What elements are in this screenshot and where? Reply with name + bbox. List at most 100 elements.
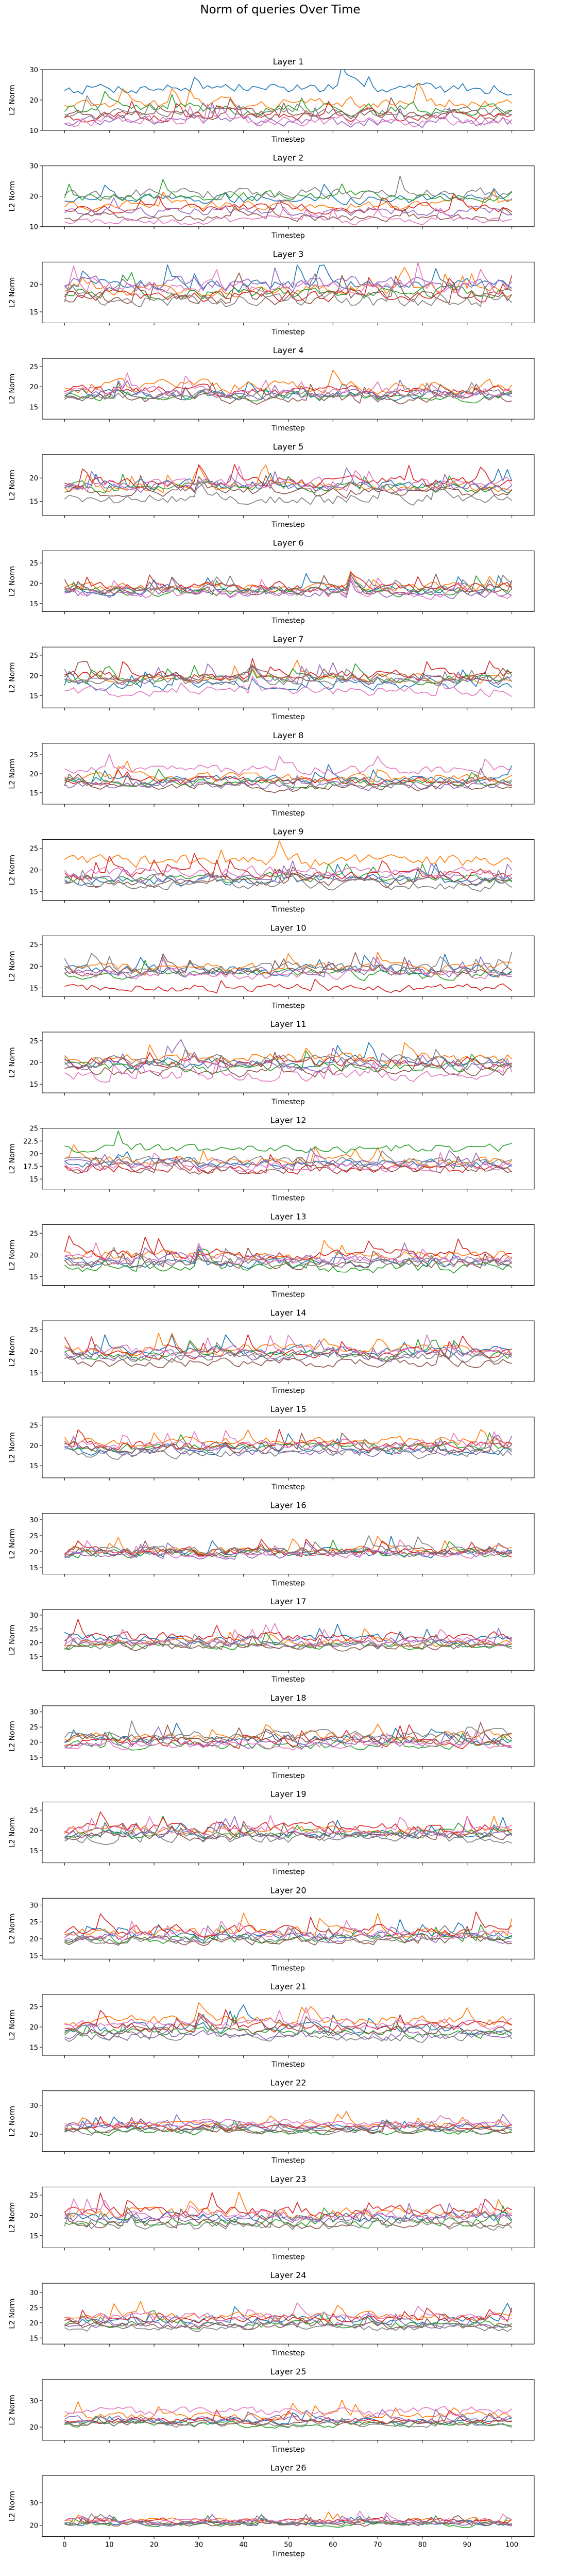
- y-tick-label: 30: [29, 1902, 38, 1909]
- series-line-2: [64, 464, 512, 493]
- y-axis-label: L2 Norm: [8, 2298, 16, 2329]
- series-line-8: [64, 2014, 513, 2043]
- y-tick-label: 20: [29, 1252, 38, 1259]
- series-line-5: [64, 379, 512, 401]
- y-tick-label: 20: [29, 2522, 38, 2530]
- series-line-7: [64, 2302, 512, 2322]
- subplot-title: Layer 25: [270, 2367, 306, 2376]
- series-line-8: [64, 1438, 513, 1460]
- series-line-4: [64, 275, 513, 303]
- series-line-6: [64, 1432, 513, 1454]
- series-line-6: [64, 1722, 513, 1744]
- y-tick-label: 25: [29, 1807, 38, 1815]
- series-line-5: [64, 1627, 512, 1649]
- series-line-2: [64, 2191, 513, 2220]
- y-axis-label: L2 Norm: [8, 373, 16, 404]
- x-tick-label: 70: [373, 2541, 382, 2549]
- y-tick-label: 15: [29, 2233, 38, 2240]
- y-tick-label: 15: [29, 1953, 38, 1960]
- series-line-3: [64, 2205, 513, 2229]
- y-axis-label: L2 Norm: [8, 2106, 16, 2136]
- series-line-6: [64, 97, 513, 120]
- axes-frame: [42, 1513, 535, 1574]
- subplot-title: Layer 8: [273, 730, 304, 740]
- y-axis-label: L2 Norm: [8, 855, 16, 885]
- y-axis-label: L2 Norm: [8, 1817, 16, 1848]
- series-line-6: [64, 205, 513, 222]
- series-line-7: [64, 372, 512, 398]
- series-line-8: [64, 1247, 513, 1268]
- series-line-7: [64, 104, 513, 128]
- x-axis-label: Timestep: [271, 328, 305, 336]
- y-tick-label: 25: [29, 1724, 38, 1732]
- y-tick-label: 15: [29, 309, 38, 317]
- series-line-8: [64, 1720, 512, 1741]
- y-tick-label: 20: [29, 475, 38, 483]
- y-tick-label: 20: [29, 281, 38, 289]
- y-tick-label: 20: [29, 963, 38, 971]
- x-tick-label: 50: [284, 2541, 293, 2549]
- y-axis-label: L2 Norm: [8, 1625, 16, 1655]
- y-tick-label: 25: [29, 2004, 38, 2012]
- series-line-7: [64, 1334, 512, 1357]
- subplot-title: Layer 18: [270, 1693, 306, 1703]
- subplot-title: Layer 16: [270, 1501, 306, 1510]
- subplot-title: Layer 2: [273, 153, 304, 163]
- y-axis-label: L2 Norm: [8, 1432, 16, 1462]
- y-tick-label: 25: [29, 560, 38, 568]
- axes-frame: [42, 2379, 535, 2441]
- x-axis-label: Timestep: [271, 1387, 305, 1395]
- y-tick-label: 10: [29, 224, 38, 231]
- y-tick-label: 20: [29, 672, 38, 680]
- y-axis-label: L2 Norm: [8, 85, 16, 115]
- subplot-title: Layer 12: [270, 1116, 306, 1125]
- y-tick-label: 25: [29, 1230, 38, 1238]
- series-line-7: [64, 2511, 512, 2524]
- series-line-7: [64, 2406, 513, 2417]
- x-axis-label: Timestep: [271, 424, 305, 433]
- x-axis-label: Timestep: [271, 2157, 305, 2165]
- series-line-3: [64, 2415, 512, 2429]
- series-line-8: [64, 1925, 512, 1945]
- series-line-8: [64, 574, 513, 594]
- series-line-6: [64, 952, 513, 978]
- series-line-8: [64, 768, 513, 788]
- series-line-5: [64, 1242, 513, 1266]
- x-axis-label: Timestep: [271, 1290, 305, 1299]
- x-axis-label: Timestep: [271, 2446, 305, 2454]
- series-line-8: [64, 2119, 512, 2136]
- subplot-title: Layer 7: [273, 634, 304, 644]
- series-line-3: [64, 91, 512, 117]
- series-line-7: [64, 1152, 512, 1173]
- series-line-6: [64, 382, 512, 405]
- series-line-6: [64, 661, 512, 683]
- series-line-1: [64, 70, 512, 96]
- y-tick-label: 20: [29, 1827, 38, 1835]
- y-tick-label: 30: [29, 2398, 38, 2405]
- series-line-2: [64, 2400, 513, 2422]
- series-line-1: [64, 381, 512, 401]
- x-axis-label: Timestep: [271, 2550, 305, 2558]
- y-tick-label: 30: [29, 163, 38, 171]
- y-tick-label: 20: [29, 1936, 38, 1943]
- y-tick-label: 20: [29, 193, 38, 201]
- series-line-5: [64, 1816, 512, 1840]
- y-tick-label: 25: [29, 2192, 38, 2200]
- y-axis-label: L2 Norm: [8, 181, 16, 211]
- y-tick-label: 30: [29, 1517, 38, 1524]
- series-line-5: [64, 2514, 512, 2527]
- series-line-8: [64, 2513, 512, 2527]
- series-line-8: [64, 1634, 512, 1650]
- series-line-4: [64, 1619, 512, 1643]
- y-tick-label: 25: [29, 363, 38, 371]
- y-axis-label: L2 Norm: [8, 1914, 16, 1944]
- series-line-1: [64, 1042, 513, 1070]
- y-tick-label: 30: [29, 2289, 38, 2297]
- y-axis-label: L2 Norm: [8, 1721, 16, 1751]
- y-axis-label: L2 Norm: [8, 2491, 16, 2521]
- x-axis-label: Timestep: [271, 1002, 305, 1010]
- series-line-4: [64, 192, 513, 215]
- series-line-6: [64, 475, 513, 499]
